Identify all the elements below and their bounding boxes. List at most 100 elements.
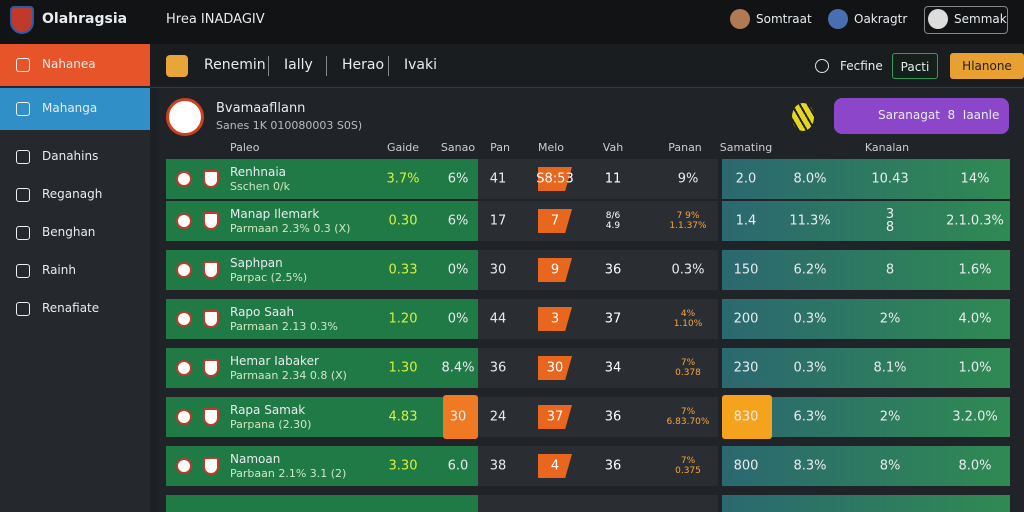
- odds-cell[interactable]: 200: [733, 311, 759, 327]
- user-name[interactable]: Semmak: [954, 12, 1007, 26]
- odds-cell[interactable]: 150: [733, 262, 759, 278]
- top-bar: Olahragsia Hrea INADAGIV Somtraat Oakragt…: [0, 0, 1024, 44]
- odds-cell[interactable]: 1.4: [735, 213, 757, 229]
- odds-cell[interactable]: 3.2.0%: [952, 409, 998, 425]
- sidebar-label[interactable]: Nahanea: [42, 57, 96, 71]
- sidebar-item[interactable]: Danahins: [0, 138, 150, 176]
- promo-banner[interactable]: Saranagat 8 Iaanle: [834, 98, 1009, 134]
- odds-cell[interactable]: 0%: [447, 262, 469, 278]
- odds-cell[interactable]: 6%: [447, 171, 469, 187]
- odds-cell[interactable]: 3 8: [885, 207, 895, 235]
- tab[interactable]: Ivaki: [404, 57, 437, 73]
- odds-cell[interactable]: 36: [604, 262, 622, 278]
- tab[interactable]: Herao: [342, 57, 385, 73]
- odds-cell[interactable]: 8.3%: [793, 458, 827, 474]
- odds-cell[interactable]: 9%: [677, 171, 699, 187]
- odds-cell[interactable]: 7 9% 1.1.37%: [669, 211, 707, 231]
- sidebar-label[interactable]: Mahanga: [42, 101, 98, 115]
- sidebar-label[interactable]: Danahins: [42, 149, 99, 163]
- odds-cell[interactable]: 24: [489, 409, 507, 425]
- user-button[interactable]: [924, 6, 1008, 34]
- odds-cell[interactable]: 6%: [447, 213, 469, 229]
- odds-cell[interactable]: 4: [550, 458, 560, 474]
- odds-cell[interactable]: 8/6 4.9: [605, 211, 621, 231]
- odds-cell[interactable]: 9: [550, 262, 560, 278]
- odds-cell[interactable]: 0.3%: [671, 262, 705, 278]
- odds-cell[interactable]: 10.43: [871, 171, 909, 187]
- odds-cell[interactable]: 17: [489, 213, 507, 229]
- odds-cell[interactable]: 3.30: [388, 458, 418, 474]
- odds-cell[interactable]: 11.3%: [789, 213, 831, 229]
- odds-cell[interactable]: 1.0%: [958, 360, 992, 376]
- tab[interactable]: Renemin: [204, 57, 266, 73]
- odds-cell[interactable]: 30: [489, 262, 507, 278]
- sidebar-label[interactable]: Benghan: [42, 225, 96, 239]
- odds-cell[interactable]: 36: [604, 409, 622, 425]
- odds-cell[interactable]: 1.30: [388, 360, 418, 376]
- toolbar-button[interactable]: Hlanone: [950, 53, 1024, 79]
- odds-cell[interactable]: 0.3%: [793, 360, 827, 376]
- odds-cell[interactable]: 0.3%: [793, 311, 827, 327]
- odds-cell[interactable]: 2.0: [735, 171, 757, 187]
- odds-cell[interactable]: 38: [489, 458, 507, 474]
- odds-cell[interactable]: 7% 0.378: [675, 358, 701, 378]
- odds-cell[interactable]: 4.0%: [958, 311, 992, 327]
- odds-cell[interactable]: 3.7%: [386, 171, 420, 187]
- odds-cell[interactable]: 4.83: [388, 409, 418, 425]
- odds-cell[interactable]: 6.3%: [793, 409, 827, 425]
- odds-cell[interactable]: 2.1.0.3%: [946, 213, 1004, 229]
- user-name[interactable]: Somtraat: [756, 12, 812, 26]
- odds-cell[interactable]: 7% 0.375: [675, 456, 701, 476]
- odds-cell[interactable]: 2%: [879, 409, 901, 425]
- odds-cell[interactable]: 800: [733, 458, 759, 474]
- sidebar-item[interactable]: Reganagh: [0, 176, 150, 214]
- odds-cell[interactable]: S8:53: [536, 171, 574, 187]
- odds-cell[interactable]: 0%: [447, 311, 469, 327]
- filter-label[interactable]: Fecfine: [840, 59, 883, 73]
- odds-cell[interactable]: 4% 1.10%: [673, 309, 703, 329]
- odds-cell[interactable]: 1.20: [388, 311, 418, 327]
- odds-cell[interactable]: 8.0%: [793, 171, 827, 187]
- odds-cell[interactable]: 8.1%: [873, 360, 907, 376]
- tab[interactable]: Ially: [284, 57, 313, 73]
- team-name: Renhnaia: [230, 165, 287, 179]
- odds-cell[interactable]: 1.6%: [958, 262, 992, 278]
- odds-cell[interactable]: 41: [489, 171, 507, 187]
- sidebar-item[interactable]: Rainh: [0, 252, 150, 290]
- odds-cell[interactable]: 830: [733, 409, 759, 425]
- odds-cell[interactable]: 34: [604, 360, 622, 376]
- user-name[interactable]: Oakragtr: [854, 12, 908, 26]
- sidebar-label[interactable]: Reganagh: [42, 187, 103, 201]
- odds-cell[interactable]: 6.0: [447, 458, 469, 474]
- odds-cell[interactable]: 6.2%: [793, 262, 827, 278]
- sidebar-icon: [16, 188, 30, 202]
- odds-cell[interactable]: 8: [885, 262, 895, 278]
- sidebar-label[interactable]: Renafiate: [42, 301, 100, 315]
- toolbar-button[interactable]: Pacti: [892, 53, 938, 79]
- odds-cell[interactable]: 44: [489, 311, 507, 327]
- team-name: Rapo Saah: [230, 305, 295, 319]
- sidebar-item[interactable]: Nahanea: [0, 44, 150, 86]
- odds-cell[interactable]: 3: [550, 311, 560, 327]
- odds-cell[interactable]: 8%: [879, 458, 901, 474]
- sidebar-item[interactable]: Mahanga: [0, 88, 150, 130]
- sidebar-item[interactable]: Benghan: [0, 214, 150, 252]
- odds-cell[interactable]: 7% 6.83.70%: [666, 407, 710, 427]
- odds-cell[interactable]: 30: [546, 360, 564, 376]
- odds-cell[interactable]: 7: [550, 213, 560, 229]
- odds-cell[interactable]: 36: [604, 458, 622, 474]
- sidebar-label[interactable]: Rainh: [42, 263, 76, 277]
- odds-cell[interactable]: 2%: [879, 311, 901, 327]
- odds-cell[interactable]: 0.33: [388, 262, 418, 278]
- odds-cell[interactable]: 37: [604, 311, 622, 327]
- odds-cell[interactable]: 14%: [960, 171, 990, 187]
- odds-cell[interactable]: 8.4%: [441, 360, 475, 376]
- odds-cell[interactable]: 37: [546, 409, 564, 425]
- odds-cell[interactable]: 8.0%: [958, 458, 992, 474]
- odds-cell[interactable]: 230: [733, 360, 759, 376]
- odds-cell[interactable]: 0.30: [388, 213, 418, 229]
- sidebar-item[interactable]: Renafiate: [0, 290, 150, 328]
- odds-cell[interactable]: 30: [449, 409, 467, 425]
- odds-cell[interactable]: 36: [489, 360, 507, 376]
- odds-cell[interactable]: 11: [604, 171, 622, 187]
